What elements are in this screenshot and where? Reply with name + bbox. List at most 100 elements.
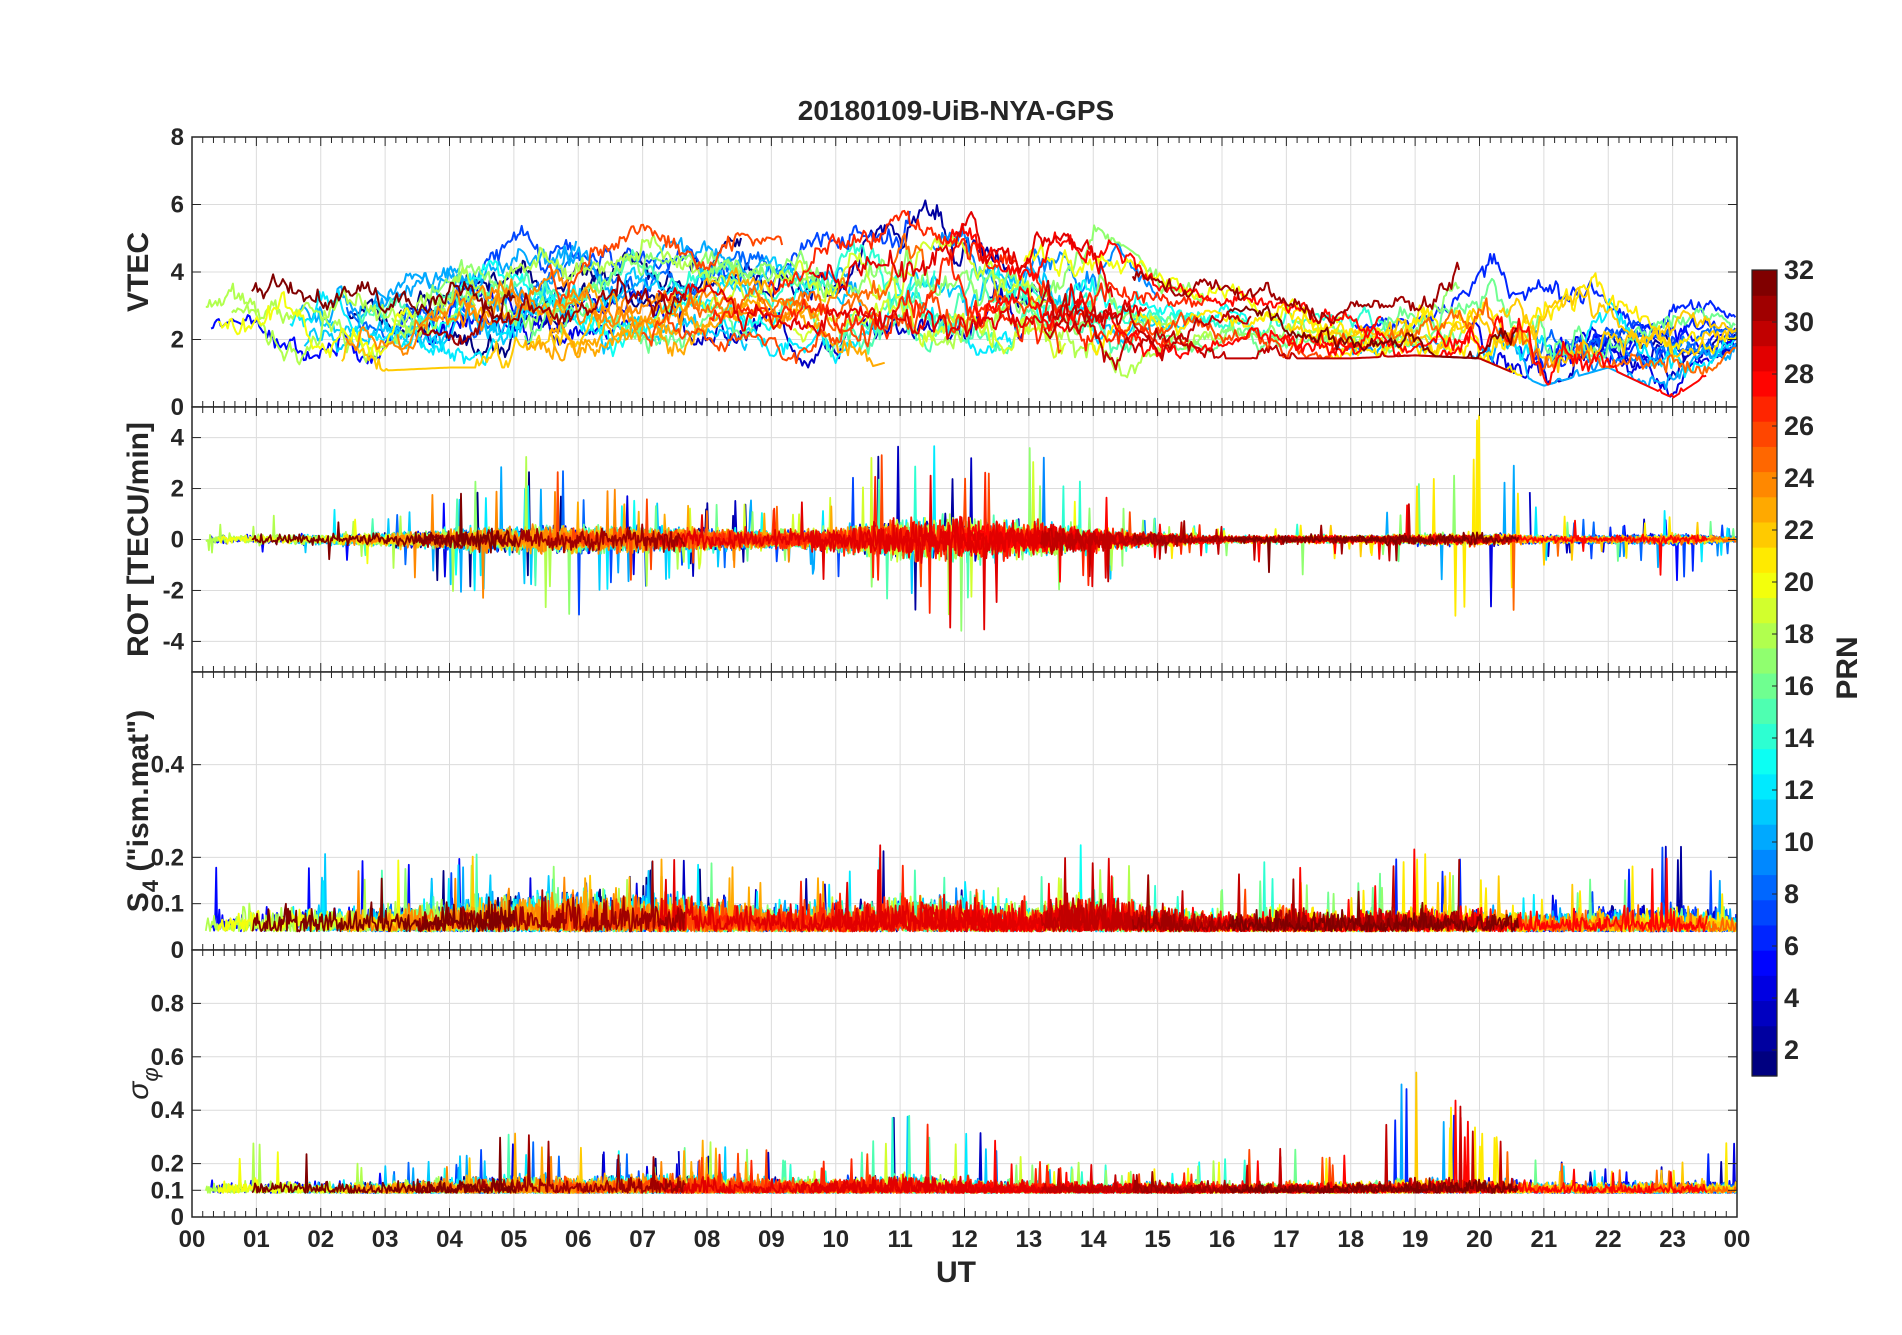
panel-series-group bbox=[205, 414, 1737, 632]
colorbar-swatch bbox=[1752, 395, 1777, 422]
prn-30-series-line bbox=[1039, 279, 1252, 346]
y-tick-label: 0 bbox=[171, 394, 184, 421]
colorbar-tick-label: 8 bbox=[1784, 879, 1799, 909]
prn-18-series-line bbox=[205, 234, 738, 363]
prn-28-series-line bbox=[1278, 315, 1707, 399]
prn-18-series-line bbox=[231, 286, 477, 366]
y-tick-label: 0.1 bbox=[151, 1177, 184, 1204]
colorbar-swatch bbox=[1752, 874, 1777, 901]
colorbar-swatch bbox=[1752, 1025, 1777, 1052]
prn-31-series-line bbox=[416, 1134, 686, 1194]
prn-32-series-line bbox=[251, 877, 516, 933]
colorbar-tick-label: 26 bbox=[1784, 411, 1814, 441]
colorbar-tick-label: 4 bbox=[1784, 983, 1799, 1013]
prn-27-series-line bbox=[709, 248, 1189, 352]
prn-26-series-line bbox=[641, 289, 1062, 365]
x-tick-label: 22 bbox=[1595, 1226, 1622, 1253]
colorbar-swatch bbox=[1752, 270, 1777, 296]
colorbar-tick-label: 2 bbox=[1784, 1035, 1799, 1065]
panel-series-group bbox=[204, 1071, 1737, 1194]
colorbar-swatch bbox=[1752, 723, 1777, 750]
colorbar-swatch bbox=[1752, 748, 1777, 775]
colorbar-swatch bbox=[1752, 950, 1777, 976]
colorbar-tick-label: 28 bbox=[1784, 359, 1814, 389]
prn-32-series-line bbox=[1228, 531, 1520, 574]
x-axis-label: UT bbox=[936, 1256, 976, 1289]
colorbar-swatch bbox=[1752, 370, 1777, 397]
x-tick-label: 23 bbox=[1659, 1226, 1686, 1253]
y-tick-label: 4 bbox=[171, 425, 185, 452]
colorbar-tick-label: 30 bbox=[1784, 307, 1814, 337]
colorbar-swatch bbox=[1752, 647, 1777, 674]
colorbar-swatch bbox=[1752, 496, 1777, 523]
colorbar-swatch bbox=[1752, 698, 1777, 724]
x-tick-label: 17 bbox=[1273, 1226, 1300, 1253]
colorbar-swatch bbox=[1752, 597, 1777, 624]
colorbar-frame bbox=[1751, 269, 1778, 1077]
x-tick-marks bbox=[191, 137, 1738, 407]
colorbar-swatch bbox=[1752, 975, 1777, 1002]
y-tick-label: -4 bbox=[163, 628, 185, 655]
colorbar-tick-label: 18 bbox=[1784, 619, 1814, 649]
y-axis: 00.10.2 0.4 0.6 0.8 bbox=[151, 990, 1737, 1231]
prn-31-series-line bbox=[416, 274, 686, 346]
x-tick-label: 03 bbox=[372, 1226, 399, 1253]
prn-32-series-line bbox=[251, 273, 516, 320]
prn-32-series-line bbox=[251, 492, 517, 561]
colorbar-tick-label: 12 bbox=[1784, 775, 1814, 805]
colorbar-swatch bbox=[1752, 899, 1777, 926]
colorbar-swatch bbox=[1752, 446, 1777, 473]
colorbar-label: PRN bbox=[1831, 636, 1864, 699]
x-tick-label: 00 bbox=[1724, 1226, 1751, 1253]
prn-21-series-line bbox=[1285, 326, 1529, 363]
y-axis: 0 2 4 6 8 bbox=[171, 124, 1737, 421]
prn-25-series-line bbox=[687, 232, 925, 332]
chart-title: 20180109-UiB-NYA-GPS bbox=[798, 95, 1114, 126]
colorbar-tick-label: 6 bbox=[1784, 931, 1799, 961]
x-tick-label: 21 bbox=[1531, 1226, 1558, 1253]
prn-26-series-line bbox=[547, 223, 784, 305]
y-tick-label: 0 bbox=[171, 937, 184, 964]
x-tick-label: 08 bbox=[694, 1226, 721, 1253]
y-axis-label: ROT [TECU/min] bbox=[122, 422, 155, 657]
prn-32-series-line bbox=[1227, 890, 1520, 933]
y-axis-label: S4 ("ism.mat") bbox=[122, 710, 163, 912]
x-tick-label: 14 bbox=[1080, 1226, 1107, 1253]
prn-7-series-line bbox=[1586, 319, 1737, 366]
colorbar-swatch bbox=[1752, 849, 1777, 876]
x-tick-label: 11 bbox=[887, 1226, 912, 1253]
y-tick-label: 4 bbox=[171, 259, 185, 286]
colorbar-swatch bbox=[1752, 924, 1777, 951]
y-tick-label: 0.4 bbox=[151, 1097, 185, 1124]
y-tick-label: 0.6 bbox=[151, 1044, 184, 1071]
colorbar-swatch bbox=[1752, 345, 1777, 372]
colorbar-swatch bbox=[1752, 824, 1777, 850]
panel-series-group bbox=[205, 199, 1737, 399]
prn-25-series-line bbox=[1387, 904, 1737, 933]
prn-29-series-line bbox=[657, 283, 1148, 340]
y-tick-label: -2 bbox=[163, 577, 184, 604]
prn-22-series-line bbox=[341, 306, 602, 372]
x-tick-label: 02 bbox=[307, 1226, 334, 1253]
prn-30-series-line bbox=[1039, 521, 1253, 578]
colorbar-tick-label: 20 bbox=[1784, 567, 1814, 597]
x-tick-marks bbox=[191, 407, 1738, 672]
x-tick-label: 04 bbox=[436, 1226, 463, 1253]
y-tick-label: 0.4 bbox=[151, 752, 185, 779]
x-tick-label: 13 bbox=[1016, 1226, 1043, 1253]
x-tick-label: 12 bbox=[951, 1226, 978, 1253]
colorbar-swatch bbox=[1752, 798, 1777, 825]
colorbar-tick-label: 24 bbox=[1784, 463, 1814, 493]
y-axis-label-main: S bbox=[122, 892, 155, 912]
x-tick-marks bbox=[191, 672, 1738, 950]
prn-32-series-line bbox=[251, 1136, 517, 1194]
y-tick-label: 0.2 bbox=[151, 1151, 184, 1178]
colorbar-swatch bbox=[1752, 622, 1777, 649]
x-tick-label: 20 bbox=[1466, 1226, 1493, 1253]
colorbar-tick-label: 10 bbox=[1784, 827, 1814, 857]
y-tick-label: 0 bbox=[171, 527, 184, 554]
colorbar-swatch bbox=[1752, 773, 1777, 800]
